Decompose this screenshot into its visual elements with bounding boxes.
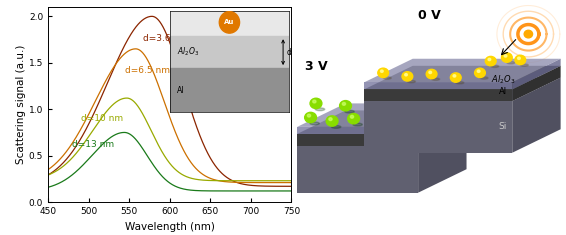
Text: d=13 nm: d=13 nm: [72, 140, 114, 149]
Polygon shape: [418, 122, 466, 193]
Circle shape: [515, 55, 526, 65]
Text: d=10 nm: d=10 nm: [80, 114, 123, 123]
Circle shape: [342, 102, 345, 105]
Ellipse shape: [345, 110, 354, 113]
Text: d=6.5 nm: d=6.5 nm: [125, 66, 170, 75]
Ellipse shape: [431, 78, 440, 80]
Circle shape: [486, 56, 496, 66]
Ellipse shape: [480, 77, 488, 79]
Text: Al: Al: [499, 87, 507, 96]
Polygon shape: [365, 59, 560, 82]
Circle shape: [501, 53, 512, 62]
Circle shape: [313, 100, 316, 103]
Polygon shape: [365, 82, 512, 89]
Circle shape: [518, 57, 520, 59]
Text: d=3.6 nm: d=3.6 nm: [143, 34, 188, 43]
Circle shape: [504, 55, 507, 57]
Polygon shape: [418, 110, 466, 146]
Circle shape: [451, 73, 461, 82]
Circle shape: [307, 114, 311, 117]
Polygon shape: [297, 134, 418, 146]
Polygon shape: [418, 103, 466, 134]
Ellipse shape: [408, 80, 415, 83]
Circle shape: [329, 118, 332, 121]
Circle shape: [453, 75, 456, 77]
Circle shape: [405, 74, 408, 76]
Polygon shape: [512, 66, 560, 101]
Circle shape: [326, 116, 338, 126]
Circle shape: [426, 69, 437, 79]
Y-axis label: Scattering signal (a.u.): Scattering signal (a.u.): [16, 45, 26, 164]
Circle shape: [378, 68, 388, 78]
Ellipse shape: [520, 64, 529, 66]
Text: Si: Si: [499, 122, 507, 131]
Polygon shape: [297, 103, 466, 127]
X-axis label: Wavelength (nm): Wavelength (nm): [125, 222, 215, 231]
Ellipse shape: [332, 125, 341, 128]
Circle shape: [477, 70, 480, 72]
Ellipse shape: [491, 65, 499, 67]
Polygon shape: [365, 89, 512, 101]
Polygon shape: [297, 146, 418, 193]
Ellipse shape: [353, 123, 362, 126]
Polygon shape: [512, 78, 560, 153]
Ellipse shape: [383, 77, 391, 79]
Circle shape: [350, 115, 354, 118]
Ellipse shape: [456, 82, 464, 84]
Ellipse shape: [315, 108, 325, 111]
Polygon shape: [297, 122, 466, 146]
Circle shape: [348, 114, 359, 124]
Circle shape: [429, 71, 432, 74]
Polygon shape: [512, 59, 560, 89]
Circle shape: [380, 70, 383, 72]
Polygon shape: [297, 127, 418, 134]
Circle shape: [305, 112, 316, 123]
Circle shape: [310, 98, 322, 109]
Text: 3 V: 3 V: [305, 60, 328, 74]
Polygon shape: [365, 66, 560, 89]
Polygon shape: [365, 101, 512, 153]
Circle shape: [488, 58, 491, 61]
Polygon shape: [297, 110, 466, 134]
Text: $Al_2O_3$: $Al_2O_3$: [491, 73, 515, 86]
Circle shape: [340, 101, 351, 111]
Circle shape: [474, 68, 486, 78]
Ellipse shape: [310, 122, 319, 125]
Text: 0 V: 0 V: [418, 9, 441, 22]
Polygon shape: [365, 78, 560, 101]
Circle shape: [402, 72, 413, 81]
Ellipse shape: [507, 62, 515, 64]
